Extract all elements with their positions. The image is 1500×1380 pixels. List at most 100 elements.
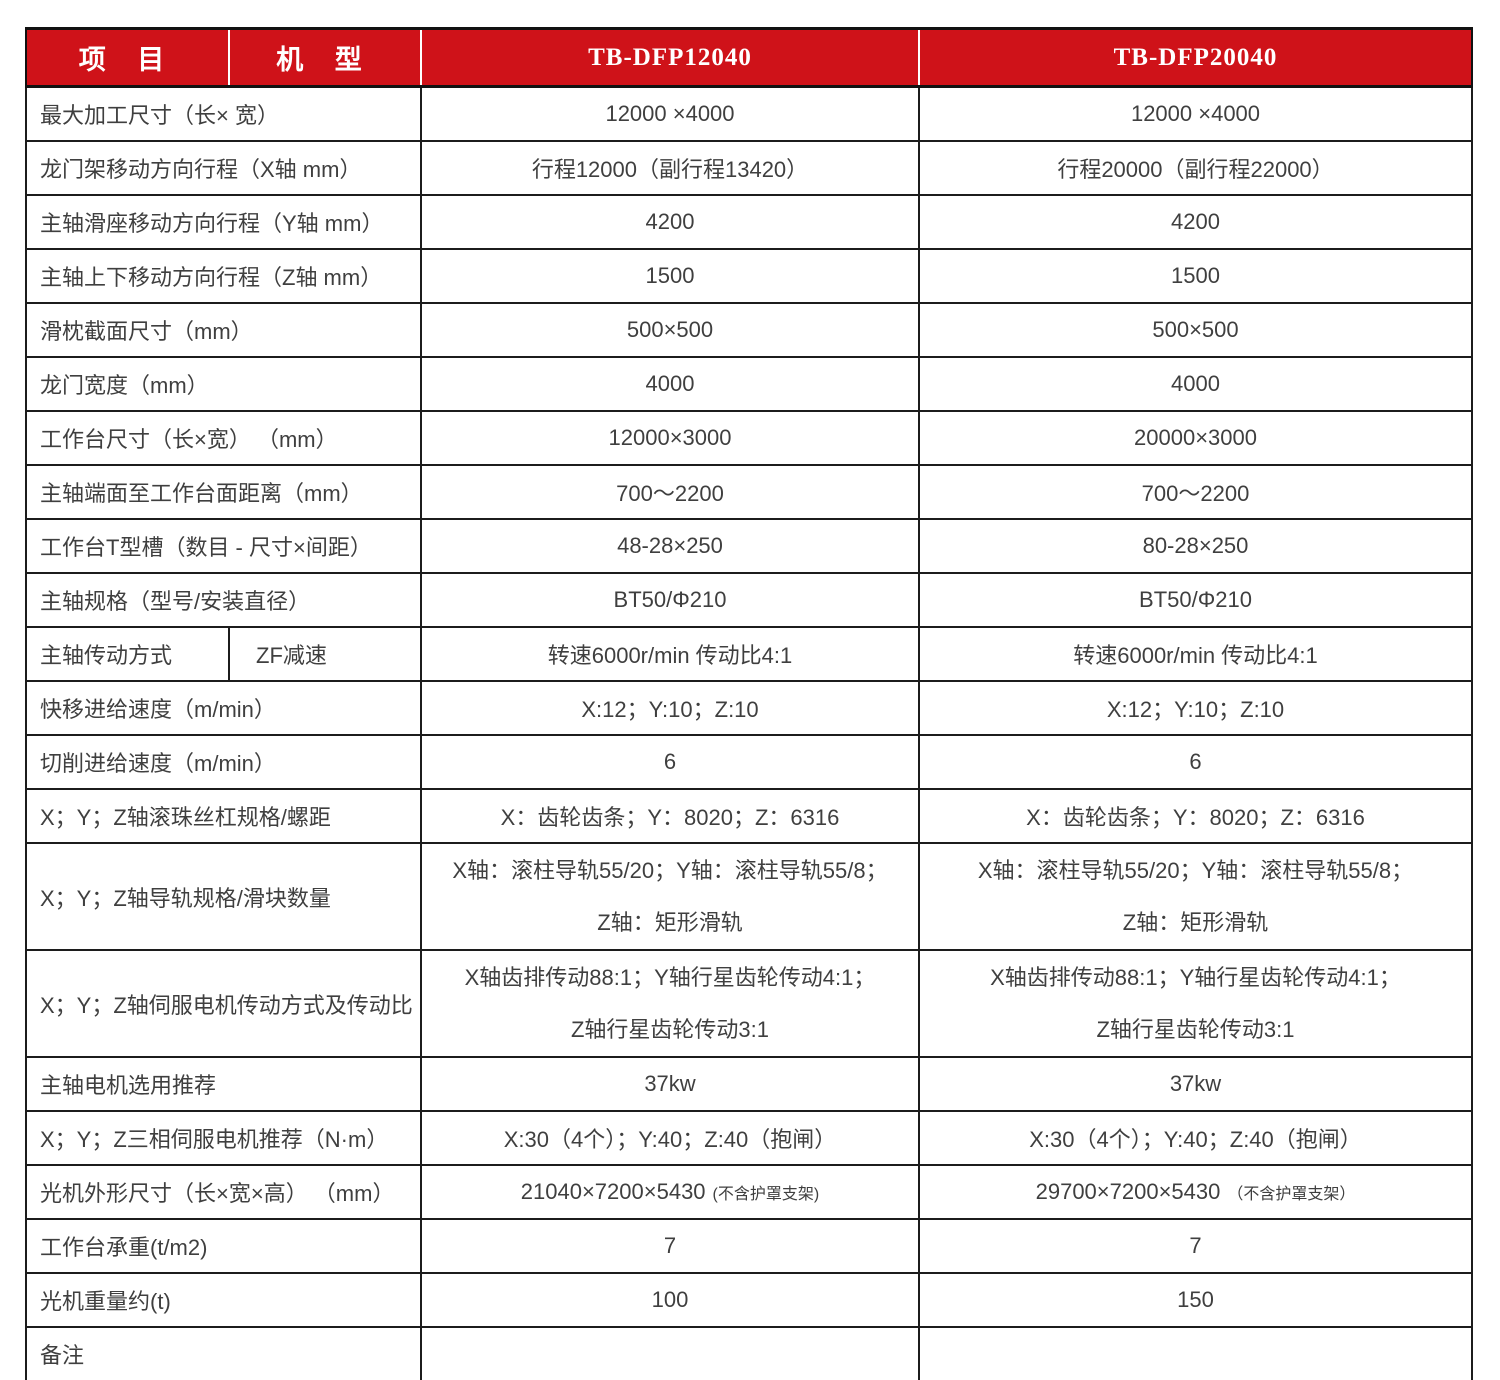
spec-label: 龙门架移动方向行程（X轴 mm） [25, 140, 422, 196]
spec-label: 工作台T型槽（数目 - 尺寸×间距） [25, 518, 422, 574]
spec-value-model1: 100 [420, 1272, 920, 1328]
spec-value-model1: X:12；Y:10；Z:10 [420, 680, 920, 736]
table-row: 主轴滑座移动方向行程（Y轴 mm） 4200 4200 [25, 194, 1473, 250]
spec-value-model2: 500×500 [918, 302, 1473, 358]
table-row: 切削进给速度（m/min） 6 6 [25, 734, 1473, 790]
spec-label: 主轴端面至工作台面距离（mm） [25, 464, 422, 520]
spec-value-model2: 4000 [918, 356, 1473, 412]
spec-value-model2: X：齿轮齿条；Y：8020；Z：6316 [918, 788, 1473, 844]
spec-label: 工作台尺寸（长×宽） （mm） [25, 410, 422, 466]
header-item: 项 目 [26, 28, 229, 88]
spec-value-model1: 行程12000（副行程13420） [420, 140, 920, 196]
spec-label: 工作台承重(t/m2) [25, 1218, 422, 1274]
spec-value-model1: BT50/Φ210 [420, 572, 920, 628]
spec-value-model2: 转速6000r/min 传动比4:1 [918, 626, 1473, 682]
table-row: 工作台尺寸（长×宽） （mm） 12000×3000 20000×3000 [25, 410, 1473, 466]
spec-value-model2: 6 [918, 734, 1473, 790]
spec-sublabel: ZF减速 [228, 626, 422, 682]
spec-value-model2: 37kw [918, 1056, 1473, 1112]
spec-label: 切削进给速度（m/min） [25, 734, 422, 790]
table-row: 主轴电机选用推荐 37kw 37kw [25, 1056, 1473, 1112]
spec-value-model2: X轴：滚柱导轨55/20；Y轴：滚柱导轨55/8； Z轴：矩形滑轨 [918, 842, 1473, 951]
spec-label: 滑枕截面尺寸（mm） [25, 302, 422, 358]
spec-value-model2: 1500 [918, 248, 1473, 304]
spec-value-model1 [420, 1326, 920, 1380]
spec-value-model1: 700～2200 [420, 464, 920, 520]
table-row: 工作台承重(t/m2) 7 7 [25, 1218, 1473, 1274]
header-model: 机 型 [228, 28, 421, 88]
spec-table: 项 目 机 型 TB-DFP12040 TB-DFP20040 最大加工尺寸（长… [25, 27, 1473, 1380]
spec-value-model1: 500×500 [420, 302, 920, 358]
spec-label: 主轴上下移动方向行程（Z轴 mm） [25, 248, 422, 304]
spec-value-model1: 4200 [420, 194, 920, 250]
header-model-2: TB-DFP20040 [918, 28, 1472, 88]
table-row: 快移进给速度（m/min） X:12；Y:10；Z:10 X:12；Y:10；Z… [25, 680, 1473, 736]
value-line-1: X轴齿排传动88:1；Y轴行星齿轮传动4:1； [990, 964, 1401, 990]
value-main: 29700×7200×5430 [1035, 1179, 1221, 1204]
header-model-1: TB-DFP12040 [420, 28, 919, 88]
table-row: 龙门宽度（mm） 4000 4000 [25, 356, 1473, 412]
table-row: 光机重量约(t) 100 150 [25, 1272, 1473, 1328]
spec-label: 备注 [25, 1326, 422, 1380]
header-row: 项 目 机 型 TB-DFP12040 TB-DFP20040 [26, 28, 1472, 88]
spec-value-model2: 150 [918, 1272, 1473, 1328]
value-main: 21040×7200×5430 [520, 1179, 706, 1204]
spec-label: 主轴滑座移动方向行程（Y轴 mm） [25, 194, 422, 250]
spec-value-model1: 48-28×250 [420, 518, 920, 574]
spec-value-model2: 700～2200 [918, 464, 1473, 520]
spec-value-model2: X:12；Y:10；Z:10 [918, 680, 1473, 736]
spec-label: 主轴电机选用推荐 [25, 1056, 422, 1112]
spec-value-model2: 12000 ×4000 [918, 85, 1473, 142]
spec-value-model2 [918, 1326, 1473, 1380]
spec-value-model2: 80-28×250 [918, 518, 1473, 574]
spec-label: 龙门宽度（mm） [25, 356, 422, 412]
table-row-guide-rails: X；Y；Z轴导轨规格/滑块数量 X轴：滚柱导轨55/20；Y轴：滚柱导轨55/8… [25, 842, 1473, 951]
table-row: 主轴规格（型号/安装直径） BT50/Φ210 BT50/Φ210 [25, 572, 1473, 628]
spec-value-model2: 行程20000（副行程22000） [918, 140, 1473, 196]
table-row: 主轴端面至工作台面距离（mm） 700～2200 700～2200 [25, 464, 1473, 520]
spec-value-model1: 1500 [420, 248, 920, 304]
value-line-2: Z轴：矩形滑轨 [597, 909, 743, 935]
spec-label: X；Y；Z三相伺服电机推荐（N·m） [25, 1110, 422, 1166]
value-line-2: Z轴行星齿轮传动3:1 [1096, 1016, 1295, 1042]
spec-label: 光机外形尺寸（长×宽×高） （mm） [25, 1164, 422, 1220]
spec-value-model1: X:30（4个）；Y:40；Z:40（抱闸） [420, 1110, 920, 1166]
spec-label: X；Y；Z轴导轨规格/滑块数量 [25, 842, 422, 951]
table-row: 主轴上下移动方向行程（Z轴 mm） 1500 1500 [25, 248, 1473, 304]
spec-value-model2: 7 [918, 1218, 1473, 1274]
table-row: 滑枕截面尺寸（mm） 500×500 500×500 [25, 302, 1473, 358]
spec-label: 主轴传动方式 [25, 626, 230, 682]
spec-label: 光机重量约(t) [25, 1272, 422, 1328]
spec-value-model1: 4000 [420, 356, 920, 412]
value-line-1: X轴：滚柱导轨55/20；Y轴：滚柱导轨55/8； [977, 857, 1414, 883]
spec-value-model1: X轴：滚柱导轨55/20；Y轴：滚柱导轨55/8； Z轴：矩形滑轨 [420, 842, 920, 951]
spec-value-model2: 4200 [918, 194, 1473, 250]
spec-value-model1: X：齿轮齿条；Y：8020；Z：6316 [420, 788, 920, 844]
table-row-machine-size: 光机外形尺寸（长×宽×高） （mm） 21040×7200×5430 (不含护罩支… [25, 1164, 1473, 1220]
spec-label: X；Y；Z轴滚珠丝杠规格/螺距 [25, 788, 422, 844]
table-row: X；Y；Z三相伺服电机推荐（N·m） X:30（4个）；Y:40；Z:40（抱闸… [25, 1110, 1473, 1166]
value-line-2: Z轴：矩形滑轨 [1122, 909, 1269, 935]
table-row: 龙门架移动方向行程（X轴 mm） 行程12000（副行程13420） 行程200… [25, 140, 1473, 196]
value-line-1: X轴：滚柱导轨55/20；Y轴：滚柱导轨55/8； [452, 857, 888, 883]
value-note: （不含护罩支架） [1227, 1186, 1356, 1203]
spec-value-model1: X轴齿排传动88:1；Y轴行星齿轮传动4:1； Z轴行星齿轮传动3:1 [420, 949, 920, 1058]
table-row: X；Y；Z轴滚珠丝杠规格/螺距 X：齿轮齿条；Y：8020；Z：6316 X：齿… [25, 788, 1473, 844]
table-row: 最大加工尺寸（长× 宽） 12000 ×4000 12000 ×4000 [25, 85, 1473, 142]
table-row: 工作台T型槽（数目 - 尺寸×间距） 48-28×250 80-28×250 [25, 518, 1473, 574]
spec-value-model2: 20000×3000 [918, 410, 1473, 466]
spec-label: X；Y；Z轴伺服电机传动方式及传动比 [25, 949, 422, 1058]
spec-value-model2: BT50/Φ210 [918, 572, 1473, 628]
value-line-1: X轴齿排传动88:1；Y轴行星齿轮传动4:1； [464, 964, 876, 990]
table-row-spindle-drive: 主轴传动方式 ZF减速 转速6000r/min 传动比4:1 转速6000r/m… [25, 626, 1473, 682]
spec-value-model1: 37kw [420, 1056, 920, 1112]
spec-value-model1: 21040×7200×5430 (不含护罩支架) [420, 1164, 920, 1220]
value-line-2: Z轴行星齿轮传动3:1 [570, 1016, 770, 1042]
spec-value-model1: 转速6000r/min 传动比4:1 [420, 626, 920, 682]
spec-value-model2: 29700×7200×5430 （不含护罩支架） [918, 1164, 1473, 1220]
spec-label: 主轴规格（型号/安装直径） [25, 572, 422, 628]
spec-value-model1: 7 [420, 1218, 920, 1274]
spec-value-model2: X轴齿排传动88:1；Y轴行星齿轮传动4:1； Z轴行星齿轮传动3:1 [918, 949, 1473, 1058]
spec-value-model1: 6 [420, 734, 920, 790]
spec-value-model1: 12000×3000 [420, 410, 920, 466]
